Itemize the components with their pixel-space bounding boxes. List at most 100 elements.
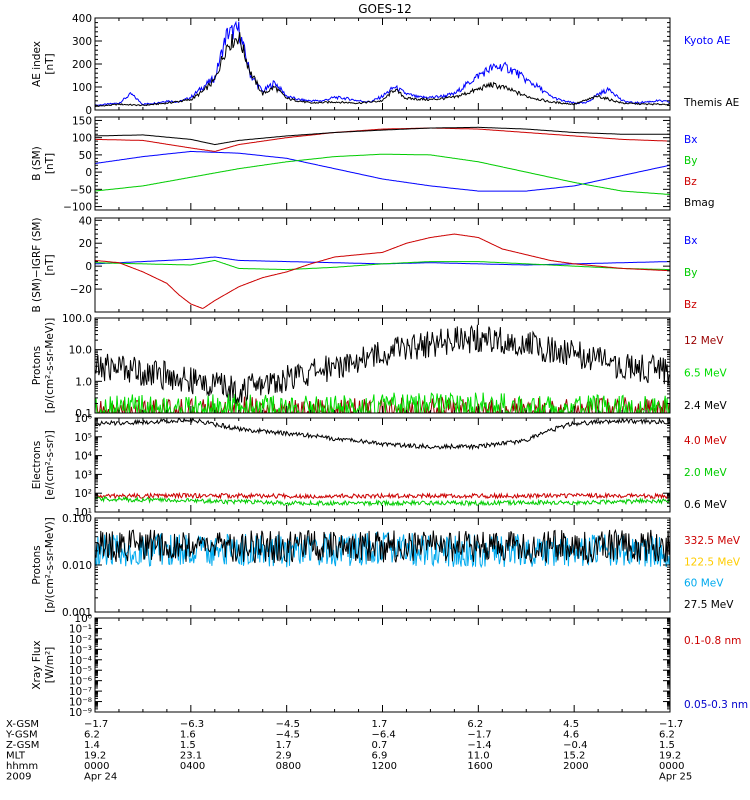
- ephemeris-value: −6.4: [372, 730, 396, 741]
- y-tick-label: 100: [72, 133, 92, 145]
- panel-protons-low: 0.1 1.0 10.0 100.0 Protons [p/(cm²-s-sr-MeV)]…: [31, 313, 728, 420]
- y-tick-label: 10⁰: [74, 613, 92, 625]
- ephemeris-value: 1.7: [276, 740, 292, 751]
- legend-entry: 4.0 MeV: [684, 435, 728, 447]
- ephemeris-value: 1600: [467, 761, 492, 772]
- y-tick-label: 10⁴: [74, 451, 92, 463]
- y-axis-label: [nT]: [44, 53, 56, 74]
- y-tick-label: 0.1: [75, 408, 92, 420]
- y-tick-label: 10⁻⁵: [69, 665, 92, 677]
- y-tick-label: 10⁻⁹: [69, 707, 92, 719]
- y-tick-label: 0.100: [62, 513, 92, 525]
- y-tick-label: 0.001: [62, 607, 92, 619]
- legend-entry: 0.6 MeV: [684, 499, 728, 511]
- legend-entry: By: [684, 267, 697, 279]
- y-tick-label: 10⁻⁶: [69, 676, 92, 688]
- legend-entry: 332.5 MeV: [684, 535, 741, 547]
- y-tick-label: 0.010: [62, 560, 92, 572]
- panel-frame: [94, 17, 671, 111]
- legend-entry: 2.0 MeV: [684, 467, 728, 479]
- y-tick-label: 100: [72, 82, 92, 94]
- y-tick-label: 1.0: [75, 376, 92, 388]
- series-electrons-0: [95, 491, 670, 500]
- legend-entry: Themis AE: [683, 97, 739, 109]
- panel-electrons: 10¹ 10² 10³ 10⁴ 10⁵ 10⁶ Electrons [e/(cm²-s-sr)…: [31, 413, 728, 519]
- series-b-field-3: [95, 126, 670, 146]
- y-axis-label: AE index: [31, 41, 43, 87]
- series-b-field-0: [95, 150, 670, 192]
- ephemeris-value: −6.3: [180, 719, 204, 730]
- plot-title: GOES-12: [358, 2, 412, 16]
- ephemeris-value: 1.5: [180, 740, 196, 751]
- y-tick-label: 10⁻⁸: [69, 697, 92, 709]
- series-protons-low-2: [95, 324, 670, 404]
- y-axis-label: [p/(cm²-s-sr-MeV)]: [44, 318, 56, 413]
- series-ae-0: [95, 20, 670, 107]
- y-axis-label: [nT]: [44, 153, 56, 174]
- legend-entry: Bx: [684, 134, 697, 146]
- ephemeris-value: 19.2: [84, 751, 106, 762]
- y-tick-label: 10⁵: [74, 432, 92, 444]
- legend-entry: 60 MeV: [684, 578, 724, 590]
- y-tick-label: 0: [85, 167, 92, 179]
- legend-entry: 6.5 MeV: [684, 368, 728, 380]
- legend-entry: Bx: [684, 235, 697, 247]
- ephemeris-value: 0000: [659, 761, 684, 772]
- ephemeris-row-label: Y-GSM: [5, 730, 38, 741]
- legend-entry: Kyoto AE: [684, 35, 730, 47]
- panel-frame: [94, 517, 671, 613]
- y-tick-label: 10⁻²: [69, 634, 92, 646]
- ephemeris-value: 0400: [180, 761, 205, 772]
- y-tick-label: 150: [72, 115, 92, 127]
- y-tick-label: 10⁻¹: [69, 623, 92, 635]
- ephemeris-value: 6.2: [467, 719, 483, 730]
- ephemeris-value: −0.4: [563, 740, 587, 751]
- ephemeris-value: −1.7: [467, 730, 491, 741]
- ephemeris-value: 4.5: [563, 719, 579, 730]
- y-axis-label: [p/(cm²-s-sr-MeV)]: [44, 517, 56, 612]
- panel-protons-high: 0.001 0.010 0.100 Protons [p/(cm²-s-sr-MeV)]…: [31, 513, 741, 619]
- ephemeris-value: 1.4: [84, 740, 100, 751]
- ephemeris-value: 19.2: [659, 751, 681, 762]
- legend-entry: 0.05-0.3 nm: [684, 699, 748, 711]
- legend-entry: Bz: [684, 299, 697, 311]
- y-tick-label: 10⁻³: [69, 644, 92, 656]
- y-axis-label: Xray Flux: [31, 640, 43, 689]
- y-tick-label: 10⁻⁴: [69, 655, 92, 667]
- ephemeris-value: −4.5: [276, 719, 300, 730]
- y-tick-label: 20: [79, 238, 92, 250]
- ephemeris-value: 4.6: [563, 730, 579, 741]
- ephemeris-value: 11.0: [467, 751, 489, 762]
- y-tick-label: 10⁻⁷: [69, 686, 92, 698]
- ephemeris-row-label: 2009: [6, 772, 31, 783]
- y-tick-label: 400: [72, 13, 92, 25]
- y-tick-label: 10⁶: [74, 413, 92, 425]
- series-protons-high-3: [95, 528, 670, 565]
- y-axis-label: [W/m²]: [44, 647, 56, 684]
- y-axis-label: Protons: [31, 346, 43, 385]
- y-tick-label: 0: [85, 261, 92, 273]
- ephemeris-value: −4.5: [276, 730, 300, 741]
- series-protons-low-0: [95, 396, 670, 413]
- y-tick-label: 50: [79, 150, 92, 162]
- series-b-residual-2: [95, 233, 670, 309]
- y-tick-label: 10¹: [74, 507, 92, 519]
- panel-b-field: −100 −50 0 50 100 150 B (SM) [nT] Bx By Bz Bmag: [31, 115, 715, 213]
- panel-ae: 0 100 200 300 400 AE index [nT] Kyoto AE Themis …: [31, 13, 739, 117]
- y-axis-label: B (SM): [31, 146, 43, 180]
- legend-entry: 27.5 MeV: [684, 599, 734, 611]
- ephemeris-row-label: hhmm: [6, 761, 38, 772]
- ephemeris-value: 1.6: [180, 730, 196, 741]
- ephemeris-value: −1.4: [467, 740, 491, 751]
- ephemeris-value: 2.9: [276, 751, 292, 762]
- series-b-residual-1: [95, 259, 670, 271]
- legend-entry: Bz: [684, 176, 697, 188]
- series-b-field-1: [95, 153, 670, 195]
- ephemeris-value: 1.7: [372, 719, 388, 730]
- series-b-field-2: [95, 127, 670, 152]
- ephemeris-value: 6.2: [659, 730, 675, 741]
- ephemeris-value: 2000: [563, 761, 588, 772]
- ephemeris-value: 15.2: [563, 751, 585, 762]
